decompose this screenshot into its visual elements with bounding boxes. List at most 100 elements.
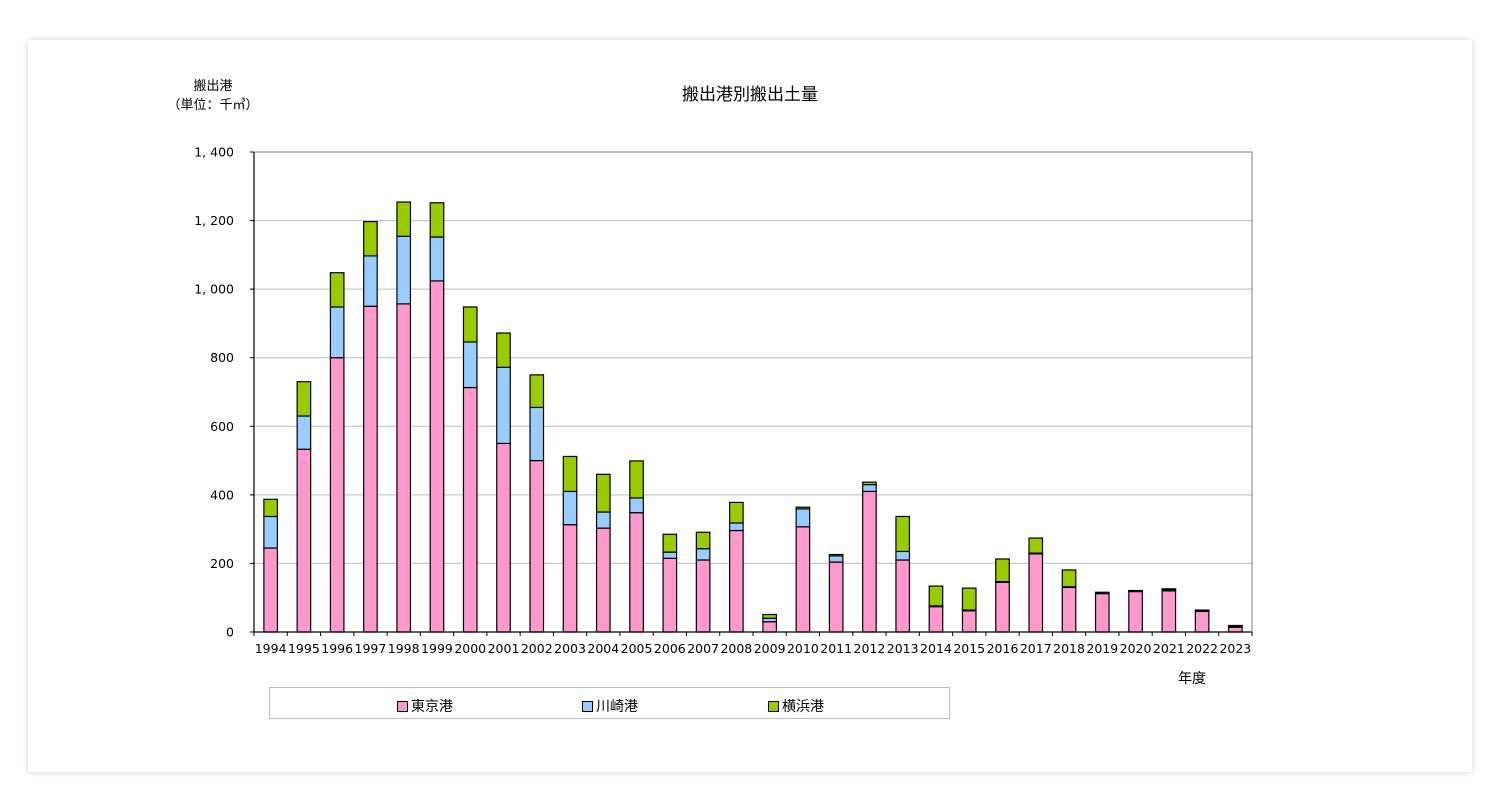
bar-kawasaki-2003 [562, 490, 578, 526]
legend-item-kawasaki: 川崎港 [582, 696, 638, 716]
bar-kawasaki-1998 [396, 235, 412, 305]
y-axis-label-line2: （単位：千㎥） [167, 98, 259, 113]
bar-tokyo-2020 [1128, 590, 1143, 633]
bar-tokyo-2000 [462, 386, 478, 633]
x-tick-label: 2010 [787, 641, 819, 656]
legend: 東京港 川崎港 横浜港 [269, 687, 950, 719]
bar-yokohama-2023 [1228, 624, 1243, 628]
bar-yokohama-2015 [961, 587, 977, 611]
x-tick-label: 2020 [1120, 641, 1152, 656]
x-tick-label: 2022 [1186, 641, 1218, 656]
bar-yokohama-2004 [595, 473, 611, 513]
bar-tokyo-2004 [595, 527, 611, 633]
y-axis-label: 搬出港 （単位：千㎥） [165, 77, 261, 115]
bar-yokohama-2006 [662, 533, 678, 553]
x-tick-label: 2002 [521, 641, 553, 656]
x-tick-label: 2001 [488, 641, 520, 656]
bar-yokohama-2009 [762, 613, 777, 619]
bar-yokohama-2018 [1061, 569, 1077, 588]
bar-yokohama-2011 [828, 553, 844, 557]
bar-tokyo-2003 [562, 524, 578, 633]
bar-yokohama-2007 [695, 531, 711, 550]
bar-tokyo-1996 [329, 357, 345, 633]
bar-yokohama-2010 [795, 506, 811, 510]
bar-tokyo-2002 [529, 459, 545, 633]
x-tick-label: 2018 [1053, 641, 1085, 656]
bar-yokohama-1994 [263, 498, 278, 518]
bar-kawasaki-2012 [862, 483, 877, 493]
bar-tokyo-1998 [396, 303, 412, 633]
x-tick-label: 2009 [754, 641, 786, 656]
bar-tokyo-2023 [1228, 626, 1243, 633]
bar-tokyo-2005 [629, 512, 644, 633]
bar-tokyo-2011 [828, 561, 844, 633]
bar-tokyo-1995 [296, 448, 312, 633]
x-tick-label: 2013 [887, 641, 919, 656]
x-tick-label: 1996 [321, 641, 353, 656]
x-tick-label: 2008 [720, 641, 752, 656]
bar-kawasaki-1995 [296, 415, 312, 450]
bar-yokohama-2022 [1194, 609, 1210, 612]
x-tick-label: 2019 [1086, 641, 1118, 656]
x-tick-label: 2014 [920, 641, 952, 656]
bar-kawasaki-2005 [629, 497, 644, 514]
bar-tokyo-2022 [1194, 610, 1210, 633]
bar-kawasaki-2001 [496, 366, 511, 445]
y-tick-label: 600 [210, 419, 234, 434]
chart-card [28, 40, 1472, 772]
bar-kawasaki-1994 [263, 515, 278, 549]
bar-tokyo-2018 [1061, 586, 1077, 633]
x-tick-label: 2000 [454, 641, 486, 656]
legend-swatch-yokohama [768, 700, 779, 712]
bar-yokohama-2016 [995, 558, 1010, 583]
legend-label-kawasaki: 川崎港 [596, 699, 638, 715]
bar-tokyo-2010 [795, 526, 811, 633]
y-tick-label: 400 [210, 487, 234, 502]
bar-tokyo-2015 [961, 610, 977, 633]
legend-swatch-tokyo [397, 700, 408, 712]
bar-yokohama-2001 [496, 332, 511, 368]
x-tick-label: 2017 [1020, 641, 1052, 656]
x-axis-label: 年度 [1178, 671, 1206, 687]
y-tick-label: 800 [210, 350, 234, 365]
x-tick-label: 2006 [654, 641, 686, 656]
bar-yokohama-2003 [562, 455, 578, 493]
bar-tokyo-2013 [895, 559, 911, 633]
x-tick-label: 1998 [388, 641, 420, 656]
bar-kawasaki-1999 [429, 236, 445, 282]
bar-yokohama-1997 [363, 221, 378, 257]
x-tick-label: 2003 [554, 641, 586, 656]
bar-tokyo-1999 [429, 280, 445, 633]
bar-kawasaki-2006 [662, 551, 678, 559]
bar-yokohama-1998 [396, 201, 412, 237]
bar-kawasaki-1996 [329, 306, 345, 359]
x-tick-label: 2012 [854, 641, 886, 656]
bar-yokohama-1999 [429, 202, 445, 238]
bar-kawasaki-2002 [529, 406, 545, 462]
x-tick-label: 2007 [687, 641, 719, 656]
bar-kawasaki-2010 [795, 508, 811, 528]
bar-tokyo-1994 [263, 547, 278, 633]
bar-tokyo-2021 [1161, 590, 1177, 633]
x-tick-label: 1999 [421, 641, 453, 656]
bar-kawasaki-2000 [462, 341, 478, 389]
y-tick-label: 0 [226, 625, 234, 640]
bar-tokyo-2001 [496, 442, 511, 633]
x-tick-label: 2021 [1153, 641, 1185, 656]
bar-yokohama-2008 [729, 501, 744, 524]
bar-kawasaki-1997 [363, 255, 378, 307]
bar-yokohama-2005 [629, 460, 644, 499]
x-tick-label: 2015 [953, 641, 985, 656]
y-tick-label: 1, 400 [194, 145, 234, 160]
x-tick-label: 2016 [987, 641, 1019, 656]
bar-kawasaki-2007 [695, 548, 711, 561]
bar-kawasaki-2004 [595, 511, 611, 529]
bar-tokyo-2016 [995, 581, 1010, 633]
bar-yokohama-1996 [329, 272, 345, 308]
bar-tokyo-2009 [762, 621, 777, 633]
bar-yokohama-2000 [462, 306, 478, 343]
bar-yokohama-2019 [1094, 591, 1110, 594]
legend-swatch-kawasaki [582, 700, 593, 712]
bar-yokohama-2002 [529, 374, 545, 409]
